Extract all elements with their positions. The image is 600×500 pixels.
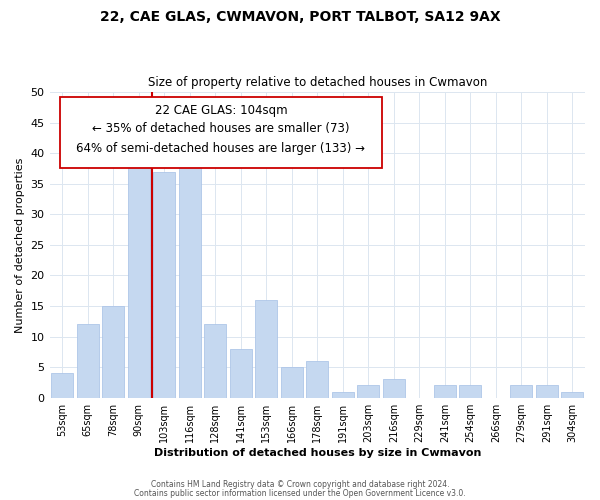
Bar xyxy=(128,153,149,398)
Bar xyxy=(460,386,481,398)
Bar xyxy=(179,166,200,398)
Bar xyxy=(205,324,226,398)
Bar xyxy=(332,392,353,398)
Bar xyxy=(230,349,251,398)
Bar xyxy=(52,374,73,398)
Text: Contains HM Land Registry data © Crown copyright and database right 2024.: Contains HM Land Registry data © Crown c… xyxy=(151,480,449,489)
X-axis label: Distribution of detached houses by size in Cwmavon: Distribution of detached houses by size … xyxy=(154,448,481,458)
Y-axis label: Number of detached properties: Number of detached properties xyxy=(15,157,25,332)
Bar xyxy=(383,380,404,398)
Text: ← 35% of detached houses are smaller (73): ← 35% of detached houses are smaller (73… xyxy=(92,122,350,134)
Bar xyxy=(281,367,302,398)
Bar xyxy=(536,386,557,398)
Bar xyxy=(434,386,455,398)
FancyBboxPatch shape xyxy=(60,96,382,168)
Bar xyxy=(103,306,124,398)
Bar xyxy=(562,392,583,398)
Text: 22, CAE GLAS, CWMAVON, PORT TALBOT, SA12 9AX: 22, CAE GLAS, CWMAVON, PORT TALBOT, SA12… xyxy=(100,10,500,24)
Bar xyxy=(154,172,175,398)
Bar xyxy=(511,386,532,398)
Text: 64% of semi-detached houses are larger (133) →: 64% of semi-detached houses are larger (… xyxy=(76,142,365,156)
Bar xyxy=(256,300,277,398)
Bar xyxy=(77,324,98,398)
Bar xyxy=(307,361,328,398)
Text: Contains public sector information licensed under the Open Government Licence v3: Contains public sector information licen… xyxy=(134,488,466,498)
Text: 22 CAE GLAS: 104sqm: 22 CAE GLAS: 104sqm xyxy=(155,104,287,118)
Bar xyxy=(358,386,379,398)
Title: Size of property relative to detached houses in Cwmavon: Size of property relative to detached ho… xyxy=(148,76,487,90)
